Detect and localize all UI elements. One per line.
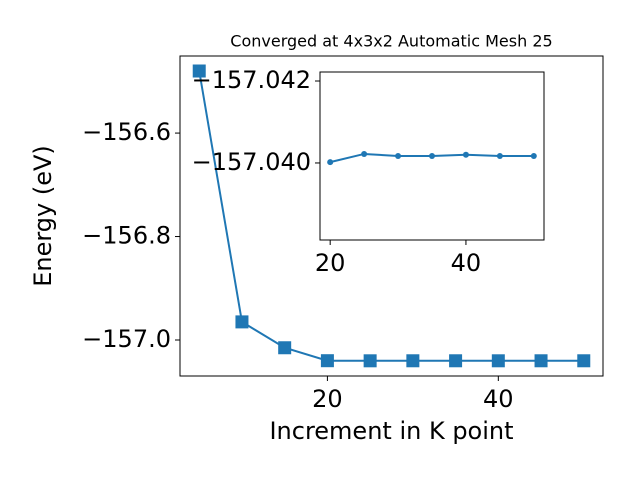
marker — [327, 159, 334, 166]
marker — [363, 354, 377, 368]
marker — [577, 354, 591, 368]
axes-frame — [179, 55, 604, 377]
data-line — [198, 70, 584, 362]
y-tick-label: −156.8 — [82, 222, 171, 250]
marker — [192, 64, 206, 78]
y-tick-label: −156.6 — [82, 118, 171, 146]
marker — [462, 151, 469, 158]
marker — [406, 354, 420, 368]
marker — [534, 354, 548, 368]
y-tick-label: −157.040 — [192, 148, 311, 176]
x-tick-label: 40 — [483, 385, 514, 413]
marker — [235, 315, 249, 329]
marker — [361, 150, 368, 157]
marker — [429, 153, 435, 159]
x-axis-label: Increment in K point — [269, 417, 513, 445]
axes-frame — [319, 71, 545, 241]
marker — [496, 153, 503, 159]
x-tick-label: 40 — [451, 249, 482, 277]
marker — [320, 354, 334, 368]
chart-title: Converged at 4x3x2 Automatic Mesh 25 — [230, 32, 552, 51]
marker — [278, 341, 292, 355]
marker — [530, 153, 537, 159]
y-tick-label: −157.042 — [192, 66, 311, 94]
x-tick-label: 20 — [312, 385, 343, 413]
marker — [491, 354, 505, 368]
y-tick-label: −157.0 — [82, 325, 171, 353]
marker — [395, 153, 402, 159]
marker — [449, 354, 463, 368]
x-tick-label: 20 — [315, 249, 346, 277]
y-axis-label: Energy (eV) — [29, 145, 57, 287]
